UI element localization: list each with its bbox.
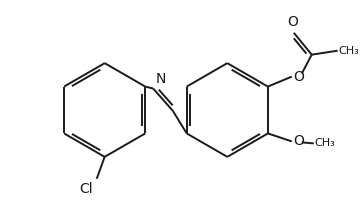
Text: CH₃: CH₃ (339, 46, 359, 56)
Text: O: O (293, 70, 304, 83)
Text: CH₃: CH₃ (315, 138, 336, 148)
Text: O: O (293, 135, 304, 148)
Text: Cl: Cl (79, 182, 93, 196)
Text: O: O (287, 15, 298, 29)
Text: N: N (155, 72, 166, 86)
